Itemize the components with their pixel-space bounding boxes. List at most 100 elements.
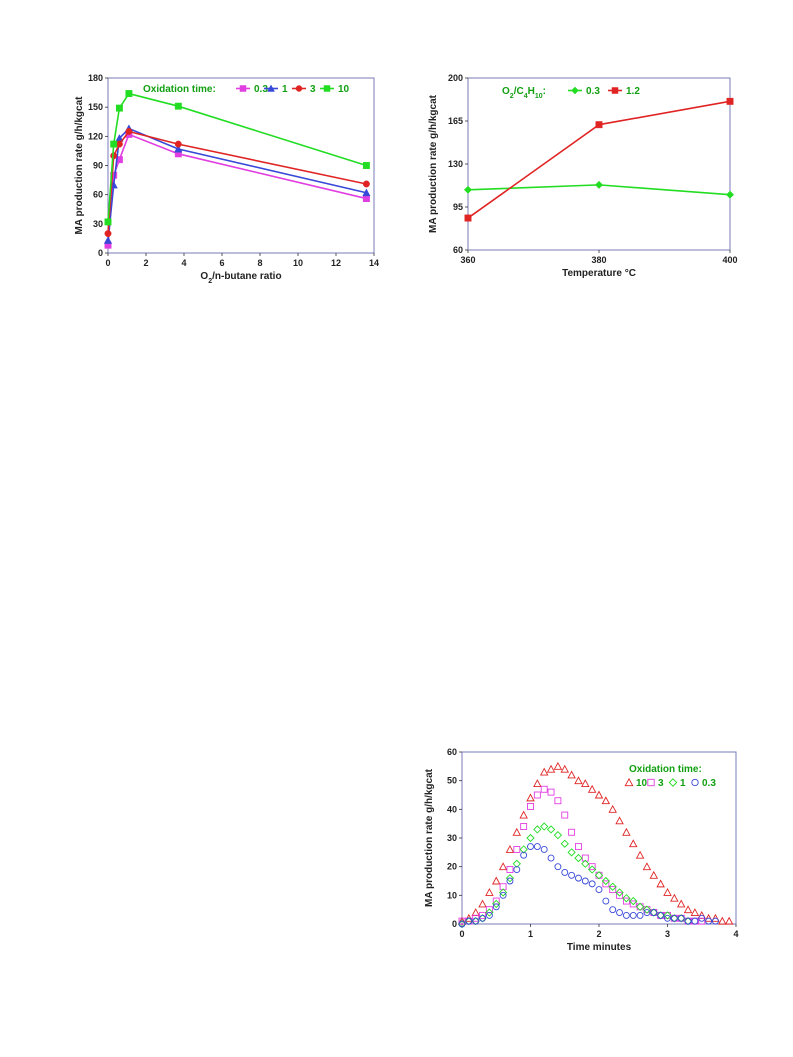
- data-point: [527, 843, 534, 851]
- y-tick-label: 10: [447, 890, 457, 900]
- x-tick-label: 6: [219, 258, 224, 268]
- data-point: [362, 180, 370, 188]
- data-point: [464, 214, 472, 222]
- data-point: [622, 894, 631, 903]
- chart2-svg: 360 380 400 60 95 130 165 200 MA production rate…: [428, 73, 738, 279]
- data-point: [499, 883, 507, 891]
- series-0.3: [104, 130, 370, 249]
- data-point: [581, 877, 589, 885]
- data-point: [471, 908, 480, 916]
- legend-item-0.3: 0.3: [236, 84, 268, 95]
- data-point: [705, 917, 713, 925]
- data-point: [498, 862, 508, 871]
- data-point: [125, 128, 133, 135]
- data-point: [554, 797, 562, 805]
- data-point: [581, 779, 590, 787]
- series-1: [103, 124, 371, 244]
- data-point: [560, 764, 570, 773]
- x-tick-label: 360: [460, 255, 475, 265]
- data-point: [526, 793, 535, 802]
- data-point: [609, 906, 617, 914]
- legend: Oxidation time: 0.3 1 3 10: [143, 84, 350, 95]
- data-point: [574, 874, 582, 882]
- x-tick-label: 4: [733, 929, 738, 939]
- chart-production-vs-temperature: 360 380 400 60 95 130 165 200 MA production rate…: [420, 60, 760, 295]
- data-point: [485, 911, 493, 919]
- legend-title: Oxidation time:: [629, 764, 702, 775]
- data-point: [609, 886, 617, 894]
- data-point: [110, 140, 118, 148]
- data-point: [724, 916, 734, 925]
- data-point: [711, 913, 720, 922]
- data-point: [629, 900, 637, 908]
- data-point: [677, 914, 686, 923]
- legend-label: 3: [310, 84, 316, 95]
- data-point: [601, 796, 611, 805]
- data-point: [554, 863, 562, 871]
- data-point: [650, 909, 658, 916]
- plot-frame: [107, 77, 375, 254]
- data-point: [520, 823, 528, 830]
- data-point: [472, 917, 480, 925]
- data-point: [643, 909, 651, 916]
- data-point: [478, 899, 487, 908]
- data-point: [657, 911, 665, 919]
- data-point: [479, 911, 486, 919]
- data-point: [642, 862, 652, 871]
- series-1: [457, 822, 693, 929]
- data-point: [533, 843, 541, 851]
- data-point: [629, 911, 637, 919]
- data-point: [615, 888, 624, 897]
- data-point: [527, 803, 534, 810]
- data-point: [479, 914, 486, 922]
- data-point: [712, 917, 719, 925]
- data-point: [608, 804, 617, 813]
- x-tick-label: 10: [293, 258, 303, 268]
- y-tick-label: 200: [448, 73, 463, 83]
- data-point: [568, 828, 576, 836]
- series-line: [107, 127, 367, 241]
- y-tick-label: 60: [93, 190, 103, 200]
- data-point: [533, 791, 541, 799]
- data-point: [471, 916, 480, 926]
- data-point: [526, 833, 535, 843]
- y-tick-label: 30: [447, 833, 457, 843]
- data-point: [533, 779, 542, 787]
- data-point: [174, 140, 182, 148]
- x-tick-label: 4: [181, 258, 186, 268]
- legend-label: 1: [282, 84, 288, 95]
- chart-production-vs-time: 0 1 2 3 4 0 10 20 30 40 50 60 MA production rate g/h…: [420, 740, 750, 960]
- data-point: [670, 914, 678, 922]
- data-point: [608, 882, 617, 891]
- data-point: [362, 162, 370, 169]
- data-point: [512, 859, 521, 868]
- data-point: [362, 195, 370, 203]
- x-tick-label: 0: [459, 929, 464, 939]
- series-line: [467, 100, 731, 219]
- y-tick-label: 40: [447, 804, 457, 814]
- data-point: [676, 899, 686, 908]
- data-point: [594, 180, 604, 189]
- y-tick-label: 180: [88, 73, 103, 83]
- data-point: [588, 865, 597, 874]
- data-point: [505, 873, 515, 883]
- data-point: [457, 919, 467, 929]
- series-line: [107, 130, 367, 234]
- legend-item-1: 1: [668, 778, 686, 789]
- data-point: [588, 880, 596, 888]
- data-point: [601, 876, 610, 886]
- x-axis-label: Time minutes: [567, 942, 632, 953]
- y-axis-label: MA production rate g/h/kgcat: [424, 768, 435, 907]
- y-tick-label: 30: [93, 219, 103, 229]
- data-point: [463, 185, 473, 194]
- data-point: [492, 899, 501, 909]
- y-tick-label: 130: [448, 159, 463, 169]
- data-point: [615, 816, 624, 825]
- legend-item-10: 10: [320, 84, 350, 95]
- data-point: [622, 911, 630, 919]
- legend-label: 1.2: [626, 86, 640, 97]
- data-point: [683, 905, 693, 914]
- x-tick-label: 380: [591, 255, 606, 265]
